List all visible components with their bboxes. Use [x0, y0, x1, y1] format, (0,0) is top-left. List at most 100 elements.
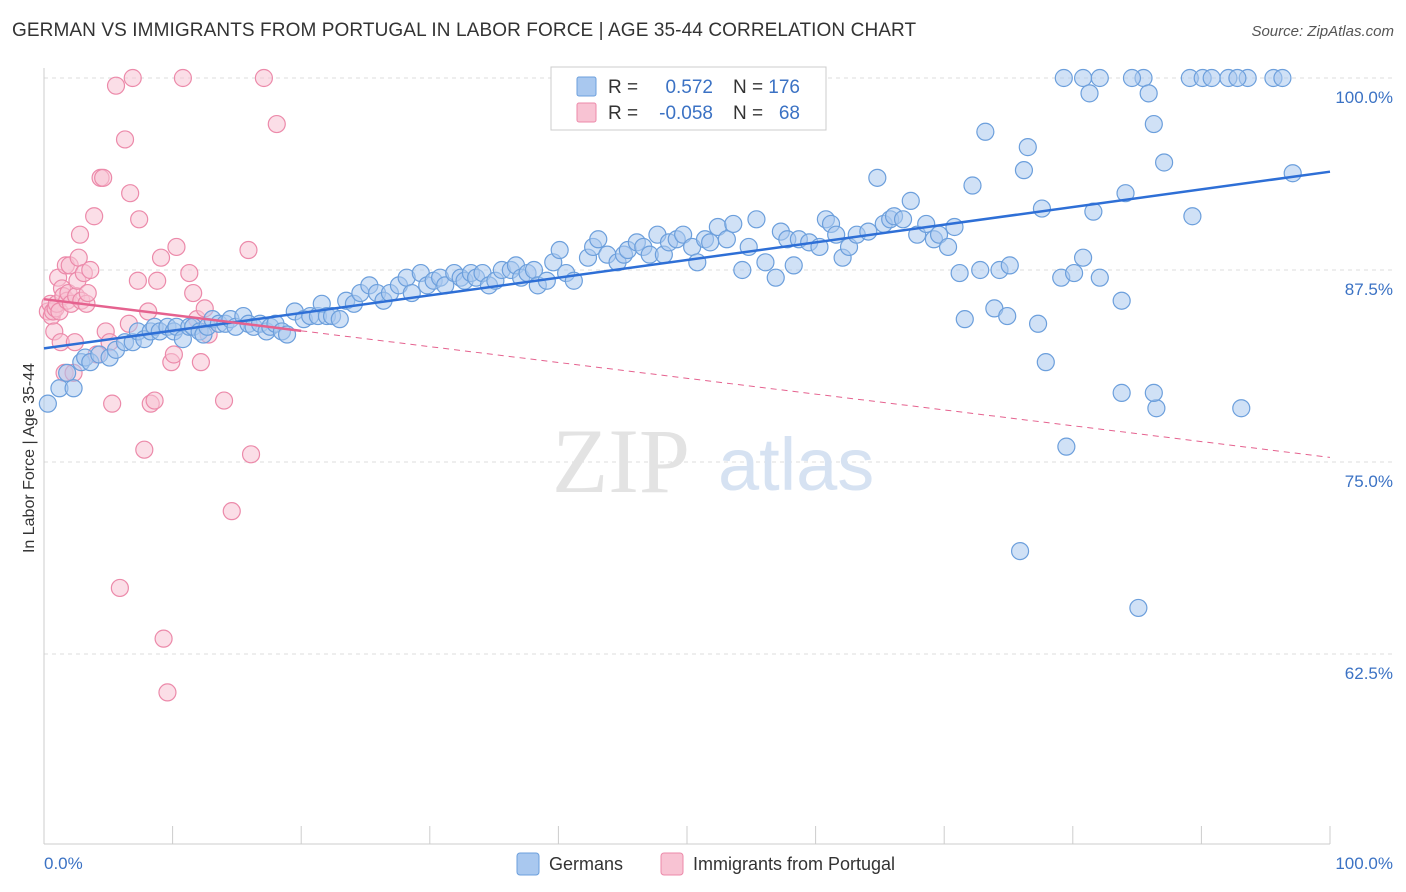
data-point-portugal — [110, 578, 129, 598]
data-point-germans — [1122, 68, 1142, 88]
data-point-portugal — [254, 68, 274, 88]
legend-r-value-portugal: -0.058 — [659, 103, 713, 124]
data-point-germans — [950, 263, 969, 283]
data-point-germans — [868, 168, 887, 187]
data-point-portugal — [184, 283, 203, 303]
data-point-germans — [901, 191, 920, 210]
data-point-germans — [938, 237, 958, 257]
data-point-portugal — [135, 440, 154, 459]
data-point-germans — [784, 256, 803, 275]
data-point-germans — [1000, 256, 1019, 275]
data-point-germans — [963, 176, 982, 195]
data-point-germans — [766, 268, 785, 287]
data-point-germans — [1112, 383, 1131, 402]
data-point-germans — [1112, 291, 1131, 310]
data-point-germans — [945, 217, 964, 237]
data-point-portugal — [180, 263, 199, 283]
data-point-germans — [550, 240, 569, 260]
data-point-portugal — [167, 237, 186, 257]
data-point-germans — [1073, 68, 1093, 88]
data-point-portugal — [81, 260, 100, 280]
data-point-germans — [955, 310, 974, 329]
data-point-germans — [1018, 138, 1037, 157]
stats-legend: R = 0.572 N = 176 R = -0.058 N = 68 — [550, 66, 827, 131]
data-point-germans — [1057, 437, 1076, 456]
data-point-portugal — [106, 76, 126, 95]
legend-r-label-portugal: R = — [608, 103, 638, 124]
data-point-germans — [330, 310, 349, 329]
legend-n-label-portugal: N = — [733, 103, 763, 124]
series-legend: Germans Immigrants from Portugal — [516, 852, 895, 876]
data-point-portugal — [103, 394, 122, 413]
bottom-legend-swatch-portugal — [660, 852, 684, 876]
trend-line-germans — [43, 170, 1331, 350]
data-point-portugal — [130, 210, 149, 229]
data-point-portugal — [222, 502, 241, 521]
watermark-zip: ZIP — [552, 410, 690, 512]
data-point-germans — [1129, 598, 1148, 618]
bottom-legend-swatch-germans — [516, 852, 540, 876]
data-point-germans — [38, 394, 57, 413]
data-point-germans — [1073, 248, 1093, 267]
data-point-germans — [1116, 184, 1135, 203]
data-point-portugal — [115, 130, 135, 149]
data-point-germans — [1064, 263, 1084, 283]
data-point-germans — [1144, 114, 1163, 134]
data-point-germans — [1155, 153, 1174, 172]
trend-lines — [43, 170, 1331, 458]
data-point-germans — [1014, 161, 1034, 180]
series-germans-points — [38, 68, 1302, 618]
data-point-germans — [724, 214, 743, 234]
data-point-portugal — [214, 391, 234, 410]
y-tick-label: 62.5% — [1345, 664, 1393, 683]
data-point-germans — [1010, 541, 1030, 561]
data-point-germans — [971, 260, 990, 280]
data-point-portugal — [123, 68, 142, 88]
data-point-germans — [1090, 268, 1109, 287]
legend-n-value-germans: 176 — [768, 77, 800, 98]
y-tick-label: 75.0% — [1345, 472, 1393, 491]
grid-lines — [44, 77, 1393, 655]
source-label: Source: ZipAtlas.com — [1251, 23, 1394, 40]
data-point-portugal — [239, 240, 258, 260]
data-point-portugal — [148, 271, 167, 290]
stats-legend-frame — [550, 66, 827, 131]
data-point-portugal — [145, 391, 164, 410]
y-tick-label: 87.5% — [1345, 280, 1393, 299]
data-point-germans — [1202, 68, 1221, 88]
data-point-germans — [1144, 383, 1163, 402]
data-point-portugal — [241, 445, 261, 464]
data-point-portugal — [191, 353, 210, 372]
data-point-germans — [1228, 68, 1247, 88]
bottom-legend-label-portugal: Immigrants from Portugal — [693, 854, 895, 874]
data-point-germans — [1090, 68, 1109, 88]
data-point-germans — [1054, 68, 1073, 88]
legend-swatch-portugal — [576, 102, 597, 123]
data-point-germans — [756, 253, 775, 272]
data-point-portugal — [173, 68, 192, 88]
data-point-germans — [976, 122, 995, 141]
data-point-germans — [1232, 399, 1251, 418]
data-point-germans — [733, 260, 752, 280]
legend-n-value-portugal: 68 — [779, 103, 800, 124]
chart-title: GERMAN VS IMMIGRANTS FROM PORTUGAL IN LA… — [12, 20, 917, 41]
data-point-germans — [589, 230, 608, 249]
data-point-germans — [893, 210, 913, 229]
data-point-portugal — [121, 184, 140, 203]
legend-r-value-germans: 0.572 — [665, 77, 713, 98]
x-tick-label-max: 100.0% — [1335, 854, 1393, 873]
trend-line-portugal — [43, 297, 302, 333]
data-point-portugal — [164, 345, 183, 364]
watermark: ZIP atlas — [552, 410, 874, 512]
y-tick-labels: 62.5% 75.0% 87.5% 100.0% — [1335, 88, 1393, 683]
bottom-legend-label-germans: Germans — [549, 854, 623, 874]
data-point-germans — [747, 210, 766, 229]
data-point-germans — [1139, 84, 1158, 103]
data-point-germans — [1028, 314, 1048, 333]
data-point-germans — [674, 225, 693, 244]
data-point-germans — [64, 379, 83, 398]
data-point-germans — [717, 230, 736, 249]
legend-r-label-germans: R = — [608, 77, 638, 98]
data-point-portugal — [70, 225, 90, 244]
